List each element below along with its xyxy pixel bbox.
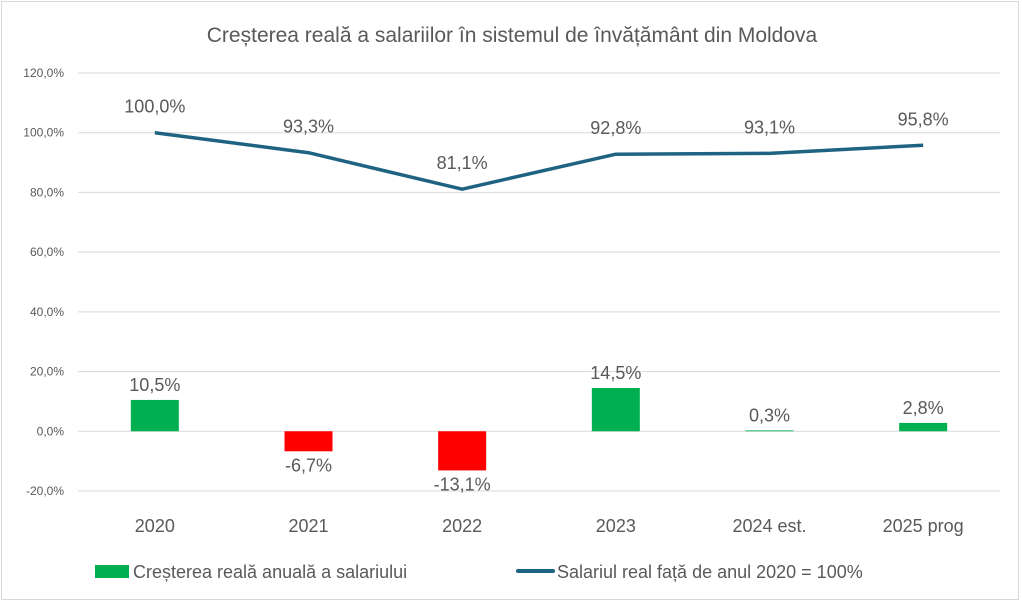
x-tick-label: 2022 xyxy=(442,516,482,536)
line-data-label: 93,3% xyxy=(283,117,334,137)
bar-data-label: -6,7% xyxy=(285,455,332,475)
bar-data-label: -13,1% xyxy=(434,474,491,494)
legend: Creșterea reală anuală a salariului Sala… xyxy=(95,562,863,582)
y-tick-label: 100,0% xyxy=(23,126,64,140)
line-data-label: 81,1% xyxy=(437,153,488,173)
bar-data-label: 10,5% xyxy=(129,375,180,395)
x-tick-label: 2023 xyxy=(596,516,636,536)
x-tick-label: 2020 xyxy=(135,516,175,536)
y-tick-label: 60,0% xyxy=(30,245,64,259)
legend-swatch-bars xyxy=(95,565,129,578)
bar xyxy=(592,388,640,431)
y-tick-label: 0,0% xyxy=(37,424,65,438)
bar-data-label: 14,5% xyxy=(590,363,641,383)
y-tick-label: 120,0% xyxy=(23,66,64,80)
legend-label-line: Salariul real față de anul 2020 = 100% xyxy=(557,562,863,582)
bar xyxy=(438,431,486,470)
x-tick-label: 2024 est. xyxy=(732,516,806,536)
y-tick-label: 20,0% xyxy=(30,365,64,379)
chart-title: Creșterea reală a salariilor în sistemul… xyxy=(207,24,818,47)
line-data-label: 92,8% xyxy=(590,118,641,138)
bar xyxy=(131,400,179,431)
bar xyxy=(746,430,794,431)
bar xyxy=(899,423,947,431)
line-data-label: 93,1% xyxy=(744,117,795,137)
legend-label-bars: Creșterea reală anuală a salariului xyxy=(133,562,407,582)
x-tick-label: 2021 xyxy=(288,516,328,536)
line-data-label: 95,8% xyxy=(898,109,949,129)
y-tick-label: 40,0% xyxy=(30,305,64,319)
line-data-label: 100,0% xyxy=(124,97,185,117)
bar-data-label: 2,8% xyxy=(903,398,944,418)
x-tick-label: 2025 prog xyxy=(883,516,964,536)
y-tick-label: 80,0% xyxy=(30,185,64,199)
y-tick-label: -20,0% xyxy=(26,484,64,498)
bar-data-label: 0,3% xyxy=(749,405,790,425)
bar xyxy=(285,431,333,451)
series-line xyxy=(155,133,923,189)
